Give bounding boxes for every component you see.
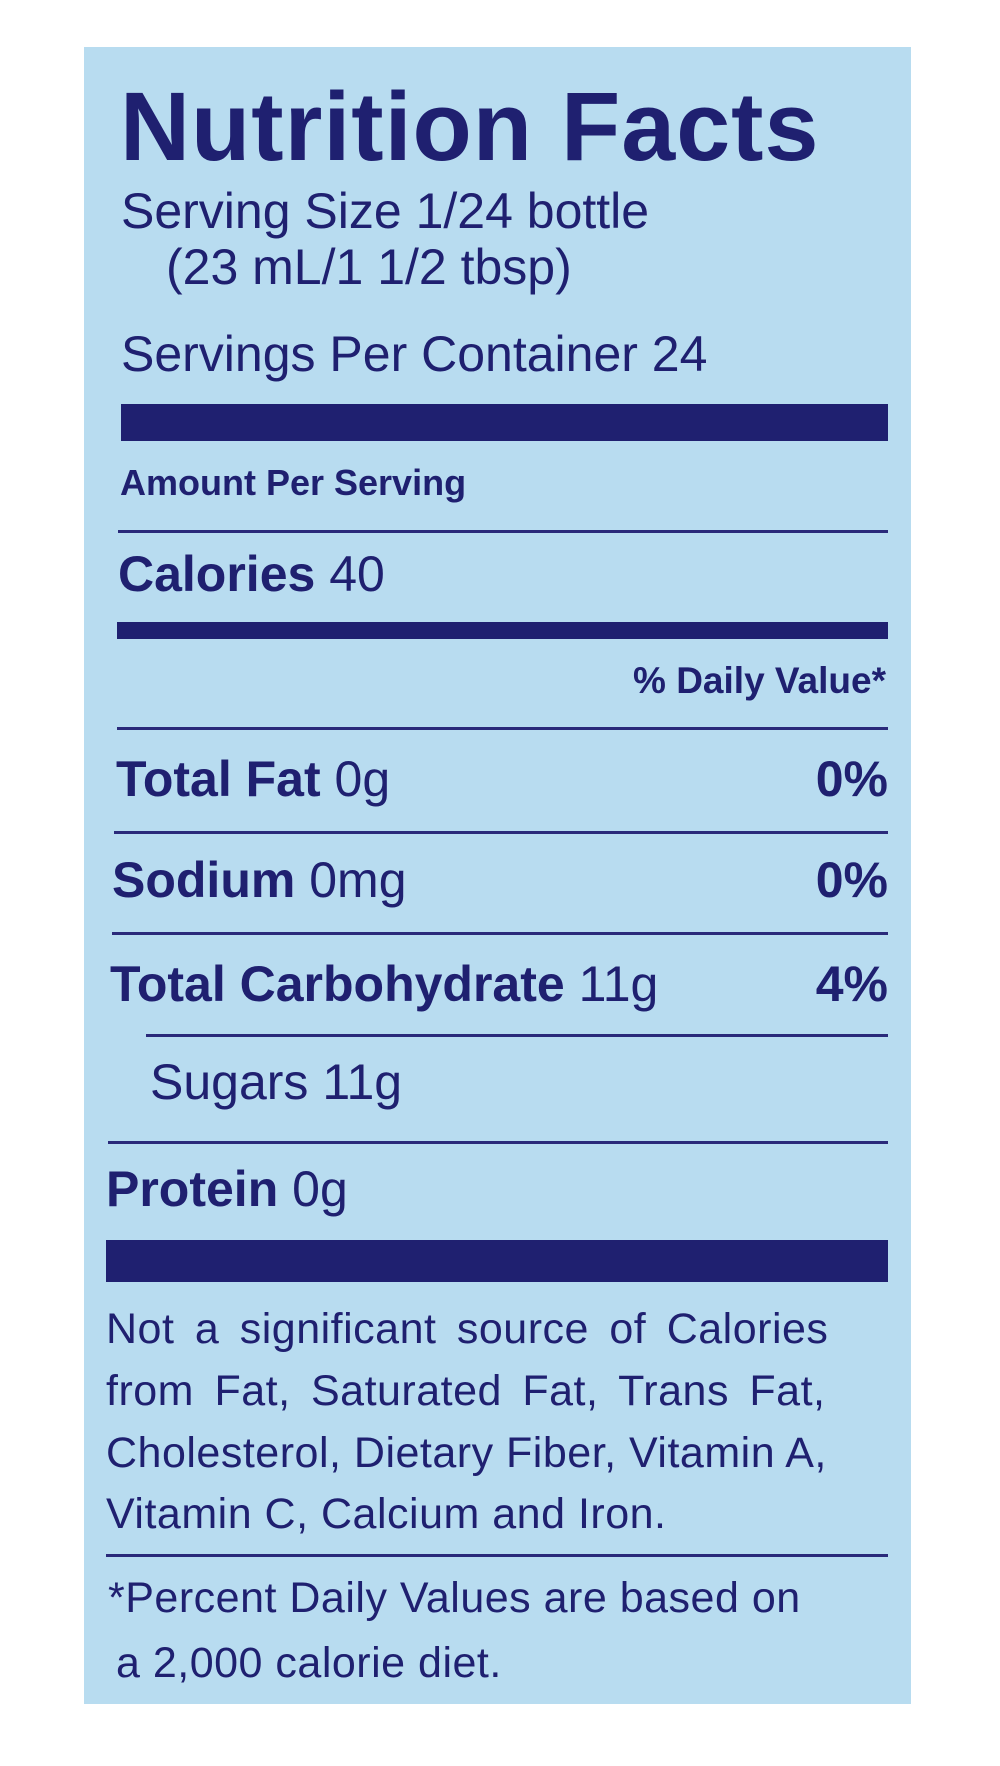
footnote-line: from Fat, Saturated Fat, Trans Fat,	[106, 1367, 826, 1415]
divider	[106, 1554, 888, 1557]
footnote-line: Not a significant source of Calories	[106, 1305, 829, 1353]
nutrient-dv: 0%	[815, 852, 888, 908]
nutrient-label: Total Carbohydrate	[110, 956, 565, 1012]
divider	[108, 1141, 888, 1144]
divider	[118, 530, 888, 533]
calories-row: Calories 40	[118, 549, 385, 599]
nutrient-row-sodium: Sodium 0mg 0%	[112, 851, 888, 909]
thick-divider	[121, 404, 888, 441]
nutrient-amount: 0g	[334, 751, 391, 807]
divider	[117, 727, 888, 730]
daily-value-header: % Daily Value*	[633, 660, 886, 701]
divider	[112, 932, 888, 935]
nutrient-row-sugars: Sugars 11g	[150, 1057, 402, 1107]
label-title: Nutrition Facts	[120, 72, 820, 181]
amount-per-serving: Amount Per Serving	[120, 462, 467, 503]
nutrient-amount: 11g	[322, 1054, 403, 1110]
percent-note-line: a 2,000 calorie diet.	[116, 1639, 502, 1687]
footnote-line: Cholesterol, Dietary Fiber, Vitamin A,	[106, 1429, 827, 1477]
nutrient-label: Sugars	[150, 1054, 309, 1110]
divider	[114, 831, 888, 834]
nutrient-amount: 0mg	[309, 852, 407, 908]
servings-per-container: Servings Per Container 24	[121, 326, 708, 382]
nutrient-row-total-carbohydrate: Total Carbohydrate 11g 4%	[110, 955, 888, 1013]
nutrient-label: Total Fat	[116, 751, 321, 807]
nutrient-dv: 0%	[815, 751, 888, 807]
calories-label: Calories	[118, 546, 316, 602]
percent-note-line: *Percent Daily Values are based on	[108, 1574, 801, 1622]
nutrient-row-total-fat: Total Fat 0g 0%	[116, 750, 888, 808]
medium-divider	[117, 622, 888, 639]
calories-value: 40	[329, 546, 385, 602]
footnote-line: Vitamin C, Calcium and Iron.	[106, 1490, 667, 1538]
nutrition-label-panel	[84, 47, 911, 1704]
nutrient-label: Protein	[106, 1161, 279, 1217]
nutrient-label: Sodium	[112, 852, 296, 908]
serving-size-alt: (23 mL/1 1/2 tbsp)	[166, 239, 572, 295]
thick-divider	[106, 1240, 888, 1282]
divider	[146, 1034, 888, 1037]
nutrient-amount: 11g	[578, 956, 659, 1012]
nutrient-dv: 4%	[815, 956, 888, 1012]
nutrient-amount: 0g	[292, 1161, 348, 1217]
serving-size: Serving Size 1/24 bottle	[121, 183, 650, 239]
nutrient-row-protein: Protein 0g	[106, 1164, 348, 1214]
